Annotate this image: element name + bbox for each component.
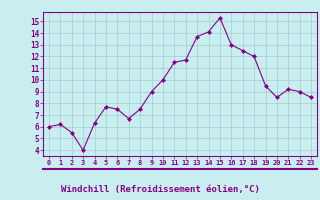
- Text: Windchill (Refroidissement éolien,°C): Windchill (Refroidissement éolien,°C): [60, 185, 260, 194]
